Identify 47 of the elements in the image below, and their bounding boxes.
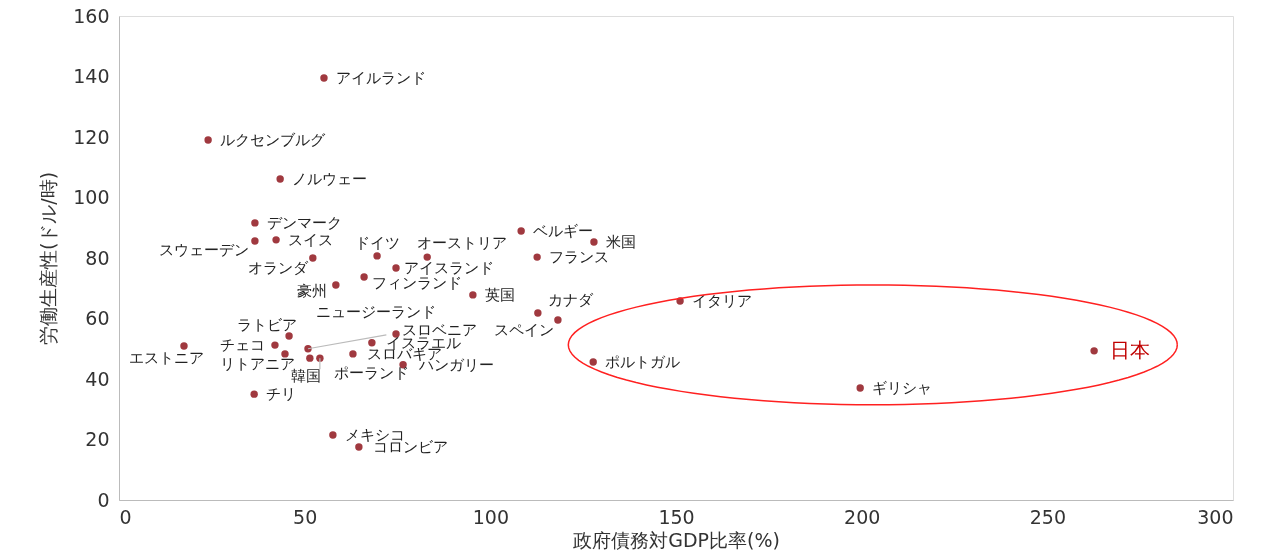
y-tick-label: 80	[85, 246, 110, 269]
annotation: ニュージーランド	[316, 302, 437, 321]
y-tick-label: 100	[73, 186, 110, 208]
y-axis-title: 労働生産性(ドル/時)	[37, 171, 60, 346]
y-tick-label: 20	[85, 428, 110, 450]
annotation: オランダ	[247, 259, 309, 277]
x-tick-label: 300	[1197, 505, 1234, 528]
annotation: ギリシャ	[872, 379, 933, 398]
y-tick-label: 60	[85, 307, 110, 329]
x-tick-label: 250	[1029, 505, 1066, 528]
annotation: チリ	[266, 385, 297, 404]
annotation: スウェーデン	[158, 241, 249, 260]
annotation: スイス	[288, 230, 334, 249]
x-tick-label: 150	[658, 505, 695, 528]
annotation: ポルトガル	[605, 353, 681, 372]
annotation: オーストリア	[417, 234, 508, 253]
y-tick-label: 140	[73, 65, 110, 87]
annotation: アイルランド	[335, 69, 426, 88]
annotation: エストニア	[128, 349, 204, 368]
annotation: アイスランド	[404, 258, 495, 277]
y-tick-label: 40	[85, 367, 110, 390]
x-axis-title: 政府債務対GDP比率(%)	[573, 528, 780, 551]
x-tick-label: 50	[293, 505, 318, 528]
annotation: デンマーク	[266, 213, 342, 232]
annotation: フィンランド	[372, 274, 463, 293]
annotation: ベルギー	[533, 222, 594, 241]
annotation: チェコ	[219, 336, 265, 355]
annotation: イタリア	[692, 291, 753, 310]
annotation: ドイツ	[354, 233, 400, 252]
x-tick-label: 0	[119, 505, 132, 528]
x-tick-label: 100	[472, 505, 509, 528]
annotation: 日本	[1110, 337, 1151, 362]
x-tick-label: 200	[844, 505, 881, 528]
annotation: ノルウェー	[292, 170, 368, 189]
annotation: 米国	[605, 232, 636, 251]
y-tick-label: 120	[73, 125, 110, 148]
y-tick-label: 0	[97, 488, 110, 511]
annotation: 英国	[484, 285, 515, 304]
annotation: フランス	[549, 248, 610, 267]
annotation: 豪州	[296, 281, 327, 300]
annotation: ラトビア	[237, 316, 298, 335]
annotation: スペイン	[493, 321, 554, 340]
annotation: ルクセンブルグ	[220, 131, 327, 150]
y-tick-label: 160	[73, 4, 110, 27]
annotation: ポーランド	[333, 364, 409, 383]
annotation: カナダ	[547, 291, 594, 310]
annotation: 韓国	[290, 367, 321, 386]
